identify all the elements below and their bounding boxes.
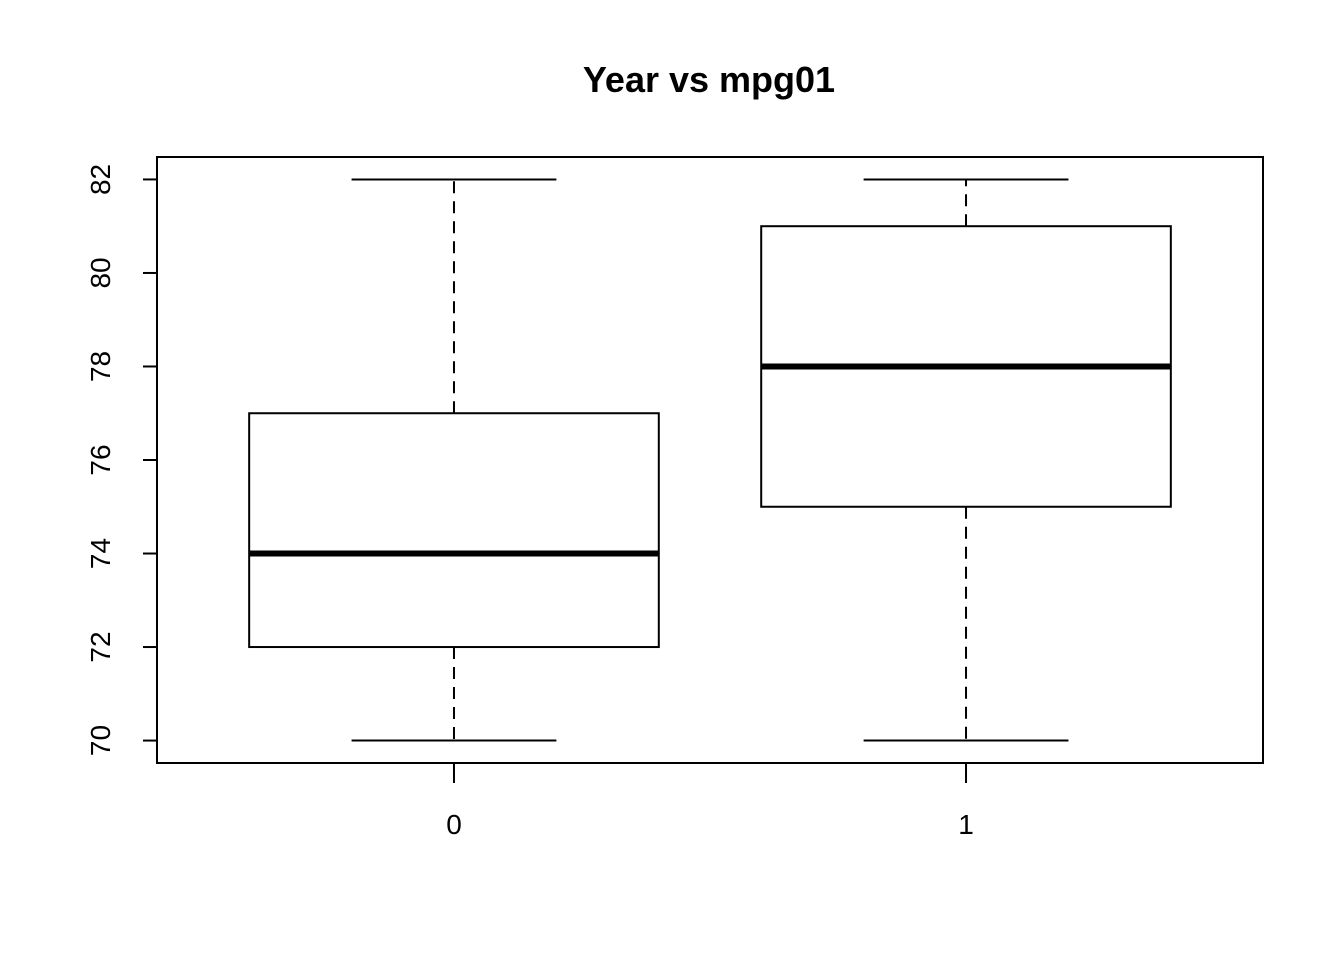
y-tick-label: 82 (85, 164, 116, 195)
iqr-box (248, 412, 660, 649)
y-axis: 70 72 74 76 78 80 82 (85, 164, 158, 756)
box-group-0 (248, 178, 660, 742)
y-tick-label: 80 (85, 257, 116, 288)
y-tick-label: 70 (85, 725, 116, 756)
box-group-1 (760, 178, 1172, 742)
x-tick-label: 1 (958, 809, 974, 840)
y-tick-label: 72 (85, 631, 116, 662)
y-tick-label: 74 (85, 538, 116, 569)
chart-title: Year vs mpg01 (583, 59, 835, 100)
x-tick-label: 0 (446, 809, 462, 840)
y-tick-label: 78 (85, 351, 116, 382)
boxes (248, 178, 1172, 742)
y-tick-label: 76 (85, 444, 116, 475)
